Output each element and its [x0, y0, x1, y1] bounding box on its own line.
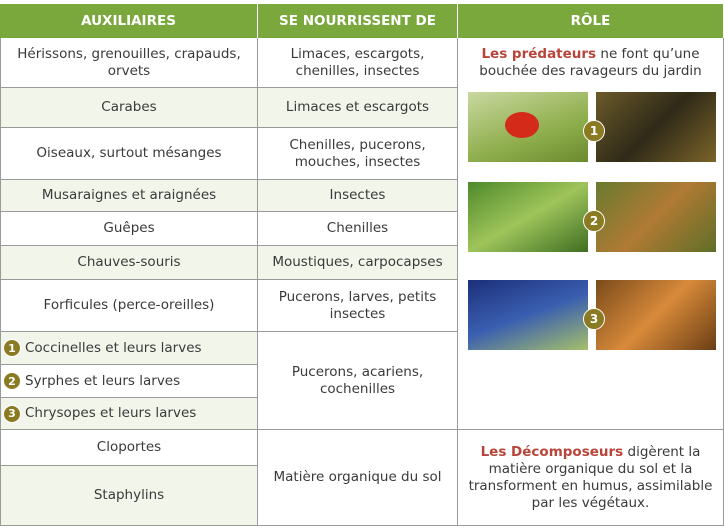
- ladybug-shape: [505, 112, 539, 138]
- role-rest: ne font qu’une bouchée des ravageurs du …: [479, 46, 702, 79]
- auxiliary-cell: Hérissons, grenouilles, crapauds, orvets: [0, 38, 258, 88]
- header-cell: AUXILIAIRES: [0, 4, 258, 38]
- auxiliary-cell: Forficules (perce-oreilles): [0, 280, 258, 332]
- food-cell: Pucerons, acariens, cochenilles: [258, 332, 458, 430]
- auxiliary-text: Syrphes et leurs larves: [25, 372, 181, 389]
- auxiliary-cell: Guêpes: [0, 212, 258, 246]
- role-cell: Les prédateurs ne font qu’une bouchée de…: [458, 38, 724, 430]
- badge: 2: [3, 372, 21, 390]
- auxiliary-text: Musaraignes et araignées: [41, 187, 217, 203]
- role-bold: Les prédateurs: [481, 46, 597, 62]
- food-cell: Moustiques, carpocapses: [258, 246, 458, 280]
- badge: 3: [583, 308, 605, 330]
- auxiliary-cell: Cloportes: [0, 430, 258, 466]
- photo: [468, 182, 588, 252]
- food-cell: Limaces et escargots: [258, 88, 458, 128]
- header-cell: RÔLE: [458, 4, 724, 38]
- auxiliary-cell: 1 Coccinelles et leurs larves: [0, 332, 258, 365]
- header-cell: SE NOURRISSENT DE: [258, 4, 458, 38]
- auxiliary-cell: Carabes: [0, 88, 258, 128]
- badge: 1: [583, 120, 605, 142]
- role-text: Les prédateurs ne font qu’une bouchée de…: [462, 46, 719, 80]
- auxiliary-text: Hérissons, grenouilles, crapauds, orvets: [17, 45, 241, 79]
- auxiliary-text: Cloportes: [96, 439, 162, 455]
- role-cell: Les Décomposeurs digèrent la matière org…: [458, 430, 724, 526]
- photo: [596, 280, 716, 350]
- photo: [596, 92, 716, 162]
- auxiliary-text: Carabes: [101, 99, 157, 115]
- role-text: Les Décomposeurs digèrent la matière org…: [468, 444, 713, 512]
- food-cell: Insectes: [258, 180, 458, 212]
- auxiliary-text: Oiseaux, surtout mésanges: [36, 145, 222, 161]
- food-cell: Chenilles, pucerons, mouches, insectes: [258, 128, 458, 180]
- auxiliary-text: Staphylins: [93, 487, 165, 503]
- food-cell: Limaces, escargots, chenilles, insectes: [258, 38, 458, 88]
- food-cell: Matière organique du sol: [258, 430, 458, 526]
- auxiliary-cell: 2 Syrphes et leurs larves: [0, 365, 258, 398]
- badge: 3: [3, 404, 21, 423]
- auxiliary-cell: 3 Chrysopes et leurs larves: [0, 398, 258, 430]
- auxiliary-text: Chauves-souris: [77, 254, 181, 270]
- food-cell: Chenilles: [258, 212, 458, 246]
- photo: [468, 280, 588, 350]
- auxiliary-text: Guêpes: [103, 220, 155, 236]
- auxiliary-cell: Staphylins: [0, 466, 258, 526]
- auxiliary-text: Coccinelles et leurs larves: [25, 339, 202, 356]
- auxiliary-cell: Musaraignes et araignées: [0, 180, 258, 212]
- role-bold: Les Décomposeurs: [480, 443, 624, 460]
- auxiliary-cell: Oiseaux, surtout mésanges: [0, 128, 258, 180]
- role-rest: digèrent la matière organique du sol et …: [468, 443, 713, 511]
- badge: 1: [3, 339, 21, 357]
- auxiliary-text: Chrysopes et leurs larves: [25, 405, 197, 421]
- auxiliary-cell: Chauves-souris: [0, 246, 258, 280]
- photo: [596, 182, 716, 252]
- food-cell: Pucerons, larves, petits insectes: [258, 280, 458, 332]
- auxiliary-text: Forficules (perce-oreilles): [43, 297, 215, 313]
- badge: 2: [583, 210, 605, 232]
